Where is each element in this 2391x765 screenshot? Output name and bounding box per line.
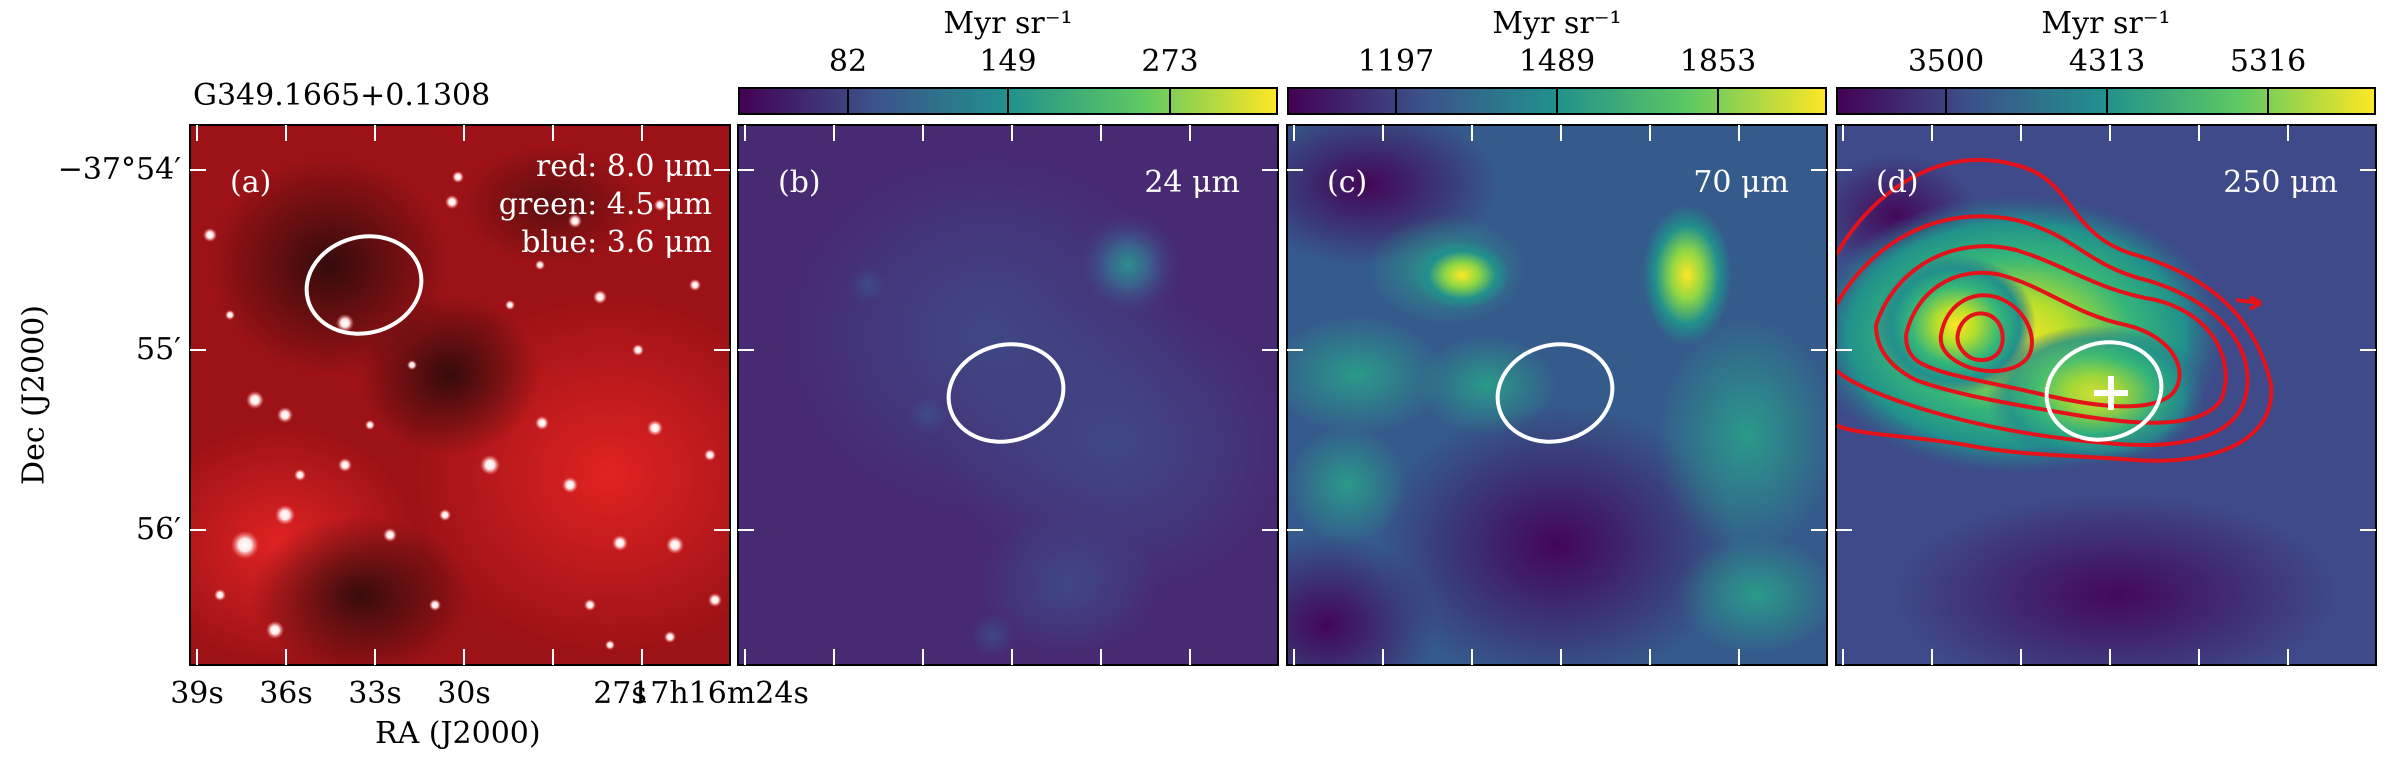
ra-tick-label: 36s (259, 676, 313, 711)
panel-b-label: (b) (778, 165, 821, 200)
colorbar-c-title: Myr sr⁻¹ (1492, 6, 1622, 41)
colorbar-b-tick: 149 (979, 44, 1037, 79)
colorbar-b-tickmark (1169, 87, 1171, 115)
source-name: G349.1665+0.1308 (193, 78, 491, 113)
panel-c-label: (c) (1327, 165, 1368, 200)
dec-tick-label: 55′ (136, 332, 181, 367)
ra-tick-label: 33s (348, 676, 402, 711)
legend-blue: blue: 3.6 μm (521, 225, 712, 260)
panel-c-wavelength: 70 μm (1693, 165, 1789, 200)
panel-d-label: (d) (1876, 165, 1919, 200)
panel-b-wavelength: 24 μm (1144, 165, 1240, 200)
dec-tick-label: 56′ (136, 512, 181, 547)
colorbar-d-tick: 4313 (2068, 44, 2146, 79)
panel-b-24um-image: (b) 24 μm (738, 125, 1278, 665)
ra-tick-label: 30s (437, 676, 491, 711)
ellipse-marker-b (946, 342, 1066, 444)
panel-a-label: (a) (230, 165, 272, 200)
colorbar-d-tick: 3500 (1907, 44, 1985, 79)
dec-tick-label: −37°54′ (57, 152, 181, 187)
panel-c-70um-image: (c) 70 μm (1287, 125, 1827, 665)
colorbar-c-tick: 1197 (1357, 44, 1435, 79)
y-axis-title: Dec (J2000) (16, 305, 52, 485)
panel-c-svg (1287, 125, 1827, 665)
colorbar-b-tickmark (847, 87, 849, 115)
panel-b-svg (738, 125, 1278, 665)
colorbar-b-tick: 273 (1141, 44, 1199, 79)
contour-lines (1836, 157, 2274, 463)
colorbar-c-tick: 1853 (1679, 44, 1757, 79)
panel-a-svg (190, 125, 730, 665)
colorbar-d-tickmark (2106, 87, 2108, 115)
colorbar-c-tickmark (1556, 87, 1558, 115)
cross-marker (2094, 376, 2128, 410)
panel-d-250um-image: (d) 250 μm (1836, 125, 2376, 665)
colorbar-c-tick: 1489 (1518, 44, 1596, 79)
ra-tick-label: 39s (170, 676, 224, 711)
colorbar-c-tickmark (1395, 87, 1397, 115)
ra-tick-label: 17h16m24s (631, 676, 809, 711)
legend-red: red: 8.0 μm (535, 149, 712, 184)
ellipse-marker-a (304, 234, 424, 336)
x-axis-title: RA (J2000) (375, 716, 541, 751)
colorbar-c-tickmark (1717, 87, 1719, 115)
panel-d-svg (1836, 125, 2376, 665)
panel-a-rgb-image: (a) red: 8.0 μm green: 4.5 μm blue: 3.6 … (190, 125, 730, 665)
ellipse-marker-d (2044, 340, 2164, 442)
panel-d-wavelength: 250 μm (2223, 165, 2338, 200)
white-tick-marks (190, 125, 2376, 665)
colorbar-d-title: Myr sr⁻¹ (2041, 6, 2171, 41)
colorbar-b-tickmark (1007, 87, 1009, 115)
legend-green: green: 4.5 μm (498, 187, 712, 222)
colorbar-d-tickmark (1945, 87, 1947, 115)
ra-tick-label: 27s (593, 676, 647, 711)
colorbar-d-tickmark (2267, 87, 2269, 115)
colorbar-b-tick: 82 (828, 44, 868, 79)
ellipse-marker-c (1495, 342, 1615, 444)
colorbar-b-title: Myr sr⁻¹ (943, 6, 1073, 41)
colorbar-d-tick: 5316 (2229, 44, 2307, 79)
